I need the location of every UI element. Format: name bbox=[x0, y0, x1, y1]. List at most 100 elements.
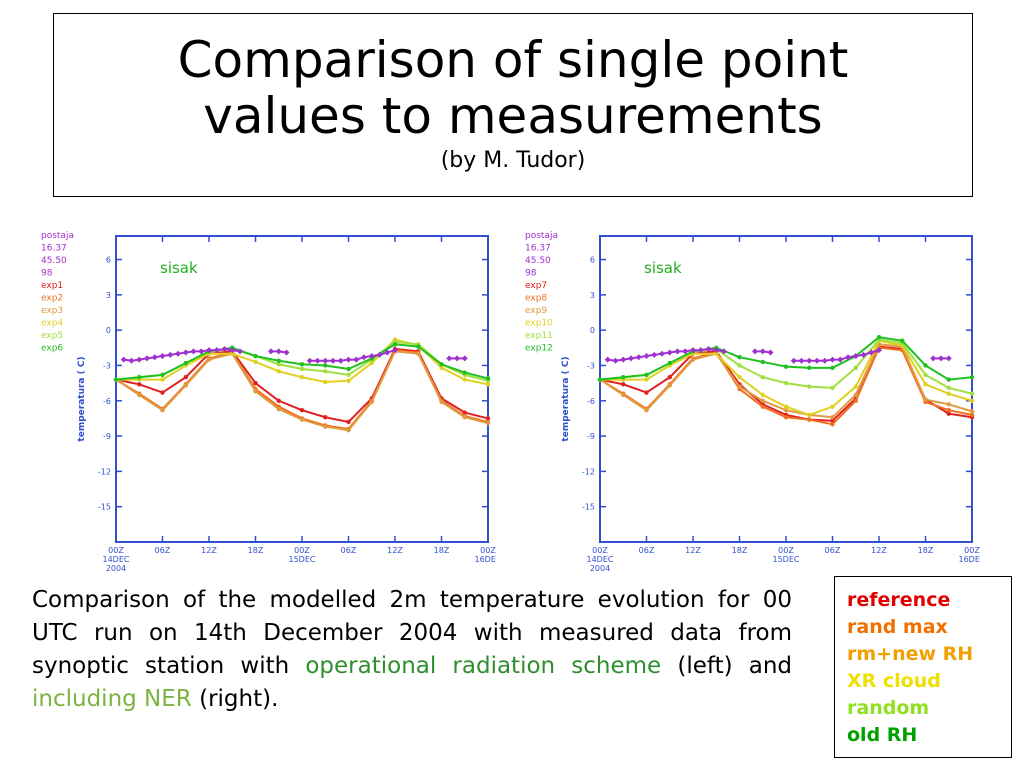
data-point bbox=[597, 377, 603, 382]
x-tick-label: 06Z bbox=[341, 546, 357, 555]
data-point bbox=[806, 357, 813, 364]
data-point bbox=[814, 357, 820, 364]
data-point bbox=[667, 383, 672, 388]
data-point bbox=[276, 358, 281, 363]
series-line bbox=[607, 347, 725, 362]
x-tick-label-line: 06Z bbox=[825, 546, 841, 555]
data-point bbox=[682, 348, 689, 355]
data-point bbox=[416, 344, 421, 349]
data-point bbox=[221, 345, 228, 352]
data-point bbox=[120, 356, 127, 363]
x-tick-label: 00Z 15DEC bbox=[289, 546, 316, 564]
x-tick-label-line: 14DEC bbox=[587, 555, 614, 564]
x-tick-label-line: 2004 bbox=[106, 564, 126, 573]
data-point bbox=[969, 375, 975, 380]
data-point bbox=[346, 419, 351, 425]
legend-entry: exp11 bbox=[525, 331, 553, 341]
data-point bbox=[969, 412, 975, 418]
data-point bbox=[485, 382, 491, 387]
data-point bbox=[969, 409, 975, 414]
x-tick-label: 12Z bbox=[871, 546, 887, 555]
data-point bbox=[946, 391, 951, 396]
data-point bbox=[853, 384, 858, 389]
data-point bbox=[454, 355, 460, 362]
data-point bbox=[392, 342, 398, 347]
x-tick-label-line: 18Z bbox=[732, 546, 748, 555]
data-point bbox=[644, 377, 649, 382]
plot-frame bbox=[599, 235, 973, 543]
data-point bbox=[283, 349, 290, 356]
data-point bbox=[299, 375, 305, 380]
x-tick-label-line: 14DEC bbox=[103, 555, 130, 564]
y-tick-label: 0 bbox=[590, 326, 595, 335]
x-tick-label: 18Z bbox=[434, 546, 450, 555]
data-point bbox=[876, 347, 882, 354]
legend-entry: exp10 bbox=[525, 319, 553, 329]
data-point bbox=[714, 351, 719, 356]
caption-text-2: (left) and bbox=[661, 653, 793, 679]
data-point bbox=[160, 372, 165, 378]
data-point bbox=[760, 359, 765, 365]
data-point bbox=[322, 357, 329, 364]
x-tick-label: 18Z bbox=[732, 546, 748, 555]
data-point bbox=[946, 385, 951, 391]
data-point bbox=[705, 345, 712, 352]
data-point bbox=[620, 356, 627, 363]
data-point bbox=[361, 354, 367, 361]
data-point bbox=[644, 390, 649, 395]
page-title: Comparison of single point values to mea… bbox=[54, 32, 972, 144]
y-tick-label: 6 bbox=[106, 256, 111, 265]
data-point bbox=[659, 350, 665, 357]
data-point bbox=[868, 349, 875, 356]
y-tick-label: -15 bbox=[98, 503, 111, 512]
data-point bbox=[760, 398, 765, 403]
data-point bbox=[938, 355, 944, 362]
legend-item-reference: reference bbox=[847, 589, 951, 611]
y-tick-label: -15 bbox=[582, 503, 595, 512]
data-point bbox=[346, 366, 351, 372]
data-point bbox=[860, 351, 867, 358]
info-line: postaja bbox=[41, 231, 74, 241]
data-point bbox=[206, 357, 212, 362]
data-point bbox=[137, 375, 142, 380]
info-line: 98 bbox=[41, 269, 53, 279]
data-point bbox=[368, 353, 375, 360]
data-point bbox=[759, 348, 766, 355]
data-point bbox=[807, 384, 812, 389]
data-point bbox=[446, 355, 453, 362]
data-point bbox=[392, 347, 398, 354]
data-point bbox=[830, 415, 835, 420]
data-point bbox=[783, 407, 789, 413]
data-point bbox=[439, 362, 444, 367]
data-point bbox=[323, 415, 328, 420]
data-point bbox=[416, 351, 421, 356]
title-line-2: values to measurements bbox=[203, 87, 823, 145]
data-point bbox=[737, 375, 742, 380]
data-point bbox=[160, 390, 165, 395]
data-point bbox=[737, 363, 742, 368]
legend-entry: exp9 bbox=[525, 306, 547, 316]
y-tick-label: -3 bbox=[103, 361, 111, 370]
data-point bbox=[969, 398, 975, 403]
data-point bbox=[183, 375, 188, 380]
data-point bbox=[276, 369, 281, 374]
legend-item-xr-cloud: XR cloud bbox=[847, 670, 941, 692]
data-point bbox=[136, 356, 143, 363]
data-point bbox=[462, 370, 467, 375]
data-point bbox=[737, 355, 742, 360]
data-point bbox=[713, 347, 720, 354]
info-line: 45.50 bbox=[41, 256, 67, 266]
x-tick-label: 12Z bbox=[685, 546, 701, 555]
data-point bbox=[790, 357, 797, 364]
data-point bbox=[159, 353, 166, 360]
data-point bbox=[667, 360, 672, 366]
data-point bbox=[299, 366, 305, 372]
data-point bbox=[323, 379, 328, 385]
data-point bbox=[667, 375, 672, 380]
y-axis-label: temperatura ( C) bbox=[561, 356, 571, 441]
data-point bbox=[190, 348, 197, 355]
data-point bbox=[137, 382, 142, 387]
data-point bbox=[830, 404, 835, 409]
y-tick-label: 3 bbox=[590, 291, 595, 300]
